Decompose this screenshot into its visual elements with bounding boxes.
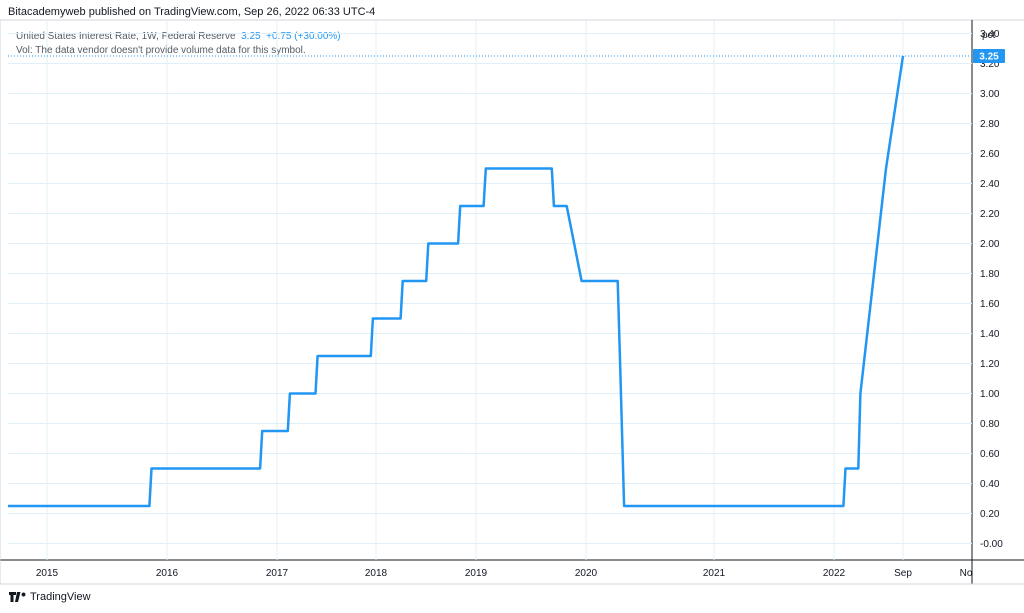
y-tick-label: 3.20: [980, 59, 1000, 70]
volume-note: Vol: The data vendor doesn't provide vol…: [16, 45, 306, 56]
x-tick-label: 2020: [575, 568, 598, 579]
series-line: [8, 55, 905, 508]
last-price-marker: 3.25: [8, 49, 1005, 63]
change-value: +0.75 (+30.00%): [266, 31, 341, 42]
footer-brand[interactable]: TradingView: [8, 590, 91, 604]
grid-lines: [0, 19, 1024, 585]
y-tick-label: -0.00: [980, 539, 1003, 550]
y-tick-label: 0.40: [980, 479, 1000, 490]
x-tick-label: 2018: [365, 568, 388, 579]
x-tick-label: 2022: [823, 568, 846, 579]
x-tick-label: No: [960, 568, 973, 579]
tradingview-logo-icon: [9, 592, 26, 602]
y-tick-label: 1.20: [980, 359, 1000, 370]
last-price-label: 3.25: [979, 52, 999, 63]
series-layer: [8, 55, 905, 508]
symbol-title: United States Interest Rate, 1W, Federal…: [16, 31, 236, 42]
x-tick-label: 2021: [703, 568, 726, 579]
y-tick-label: 3.40: [980, 29, 1000, 40]
y-tick-label: 3.00: [980, 89, 1000, 100]
y-tick-label: 0.60: [980, 449, 1000, 460]
x-tick-label: 2016: [156, 568, 179, 579]
publisher-line: Bitacademyweb published on TradingView.c…: [8, 6, 376, 18]
x-axis: 2015 2016 2017 2018 2019 2020 2021 2022 Sep No: [36, 568, 973, 579]
y-tick-label: 0.20: [980, 509, 1000, 520]
y-tick-label: 1.00: [980, 389, 1000, 400]
footer-brand-label: TradingView: [30, 591, 91, 603]
y-tick-label: 1.40: [980, 329, 1000, 340]
x-tick-label: Sep: [894, 568, 912, 579]
y-tick-label: 2.40: [980, 179, 1000, 190]
y-tick-label: 2.60: [980, 149, 1000, 160]
last-price-badge: [973, 49, 1005, 63]
y-tick-label: 2.80: [980, 119, 1000, 130]
last-value: 3.25: [241, 31, 261, 42]
y-tick-label: 2.00: [980, 239, 1000, 250]
y-tick-label: 1.80: [980, 269, 1000, 280]
y-tick-label: 2.20: [980, 209, 1000, 220]
symbol-legend: United States Interest Rate, 1W, Federal…: [16, 31, 341, 42]
y-tick-label: 0.80: [980, 419, 1000, 430]
x-tick-label: 2015: [36, 568, 59, 579]
y-axis-label: pct: [982, 30, 996, 41]
x-tick-label: 2019: [465, 568, 488, 579]
y-tick-label: 1.60: [980, 299, 1000, 310]
x-tick-label: 2017: [266, 568, 289, 579]
